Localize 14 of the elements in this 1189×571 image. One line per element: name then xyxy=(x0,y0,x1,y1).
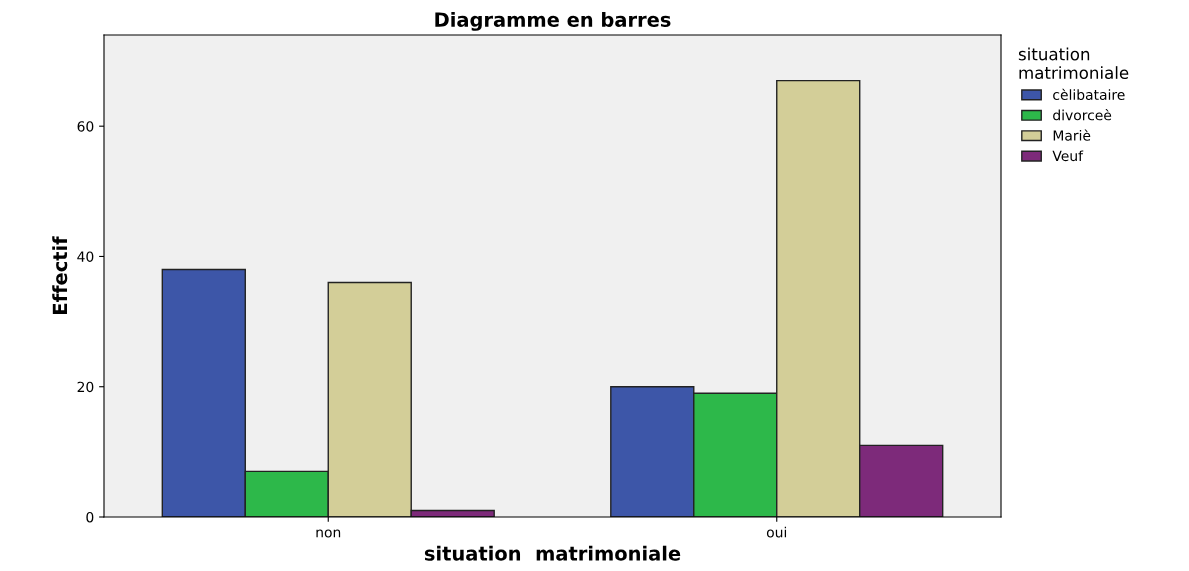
x-axis-title: situation matrimoniale xyxy=(424,545,681,561)
y-tick-label: 60 xyxy=(77,121,94,132)
y-tick-label: 0 xyxy=(86,511,94,523)
y-tick-label: 40 xyxy=(77,251,94,262)
y-axis-title: Effectif xyxy=(52,236,68,314)
legend-title: situation matrimoniale xyxy=(1018,47,1129,80)
legend-label: Mariè xyxy=(1053,129,1091,141)
legend-label: divorceè xyxy=(1053,109,1112,121)
x-tick-label: non xyxy=(316,529,341,538)
chart-title: Diagramme en barres xyxy=(435,11,671,31)
x-tick-label: oui xyxy=(766,526,787,538)
y-tick-label: 20 xyxy=(77,381,94,393)
legend-label: Veuf xyxy=(1052,150,1084,162)
legend-label: cèlibataire xyxy=(1053,88,1125,100)
